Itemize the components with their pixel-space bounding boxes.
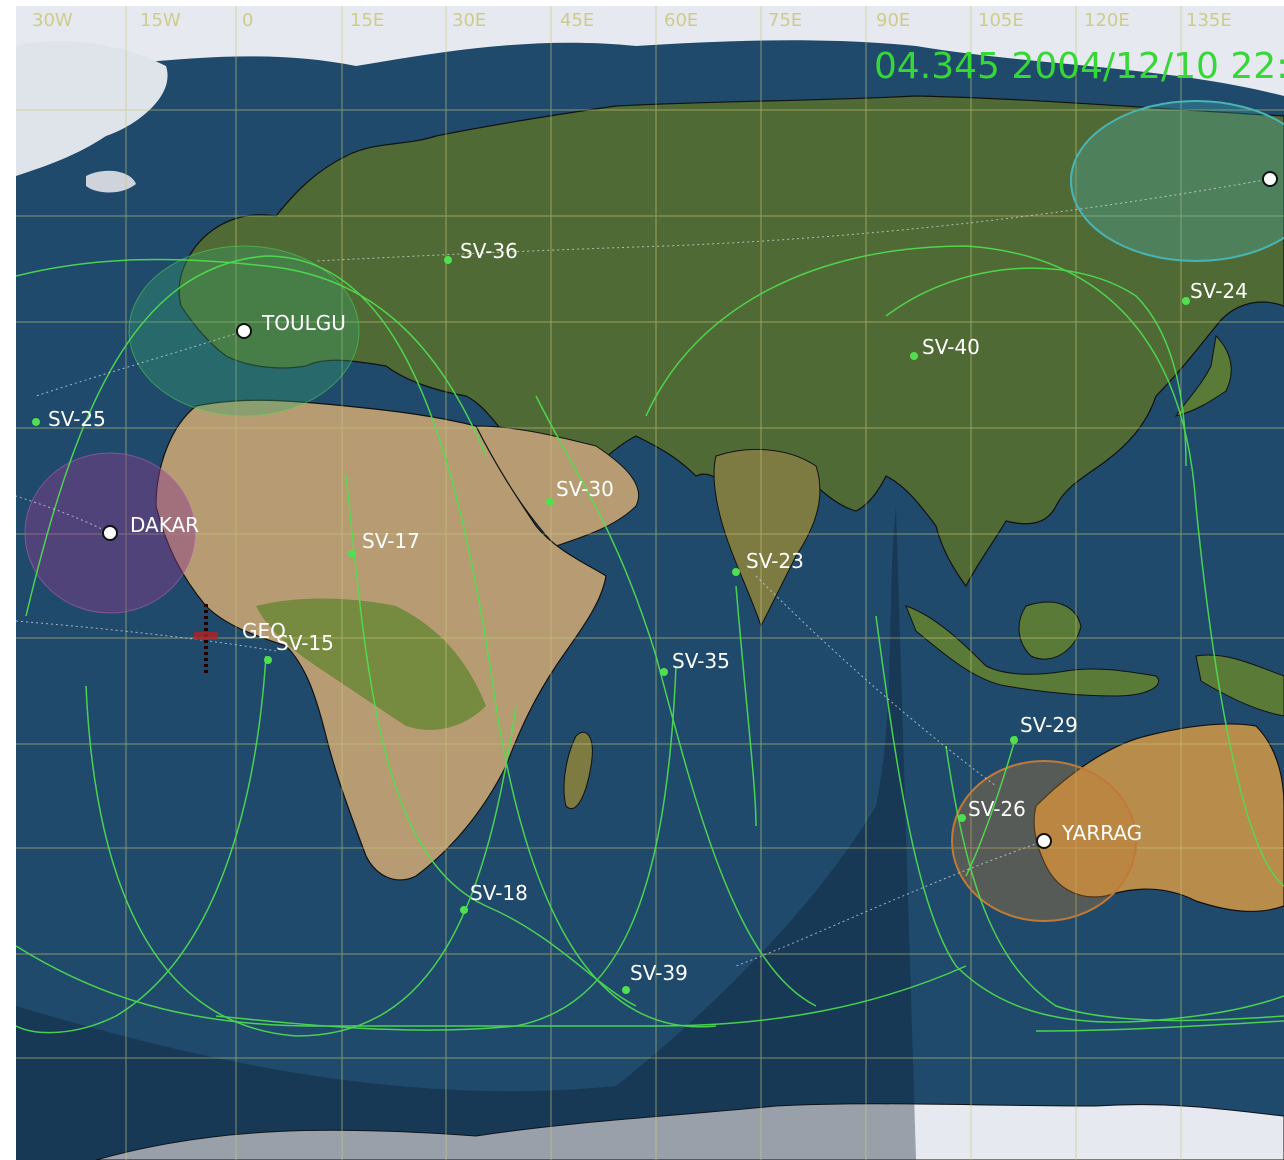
sight-lines bbox=[16, 178, 1271, 967]
lon-label: 0 bbox=[242, 10, 253, 31]
satellite-sv40[interactable]: SV-40 bbox=[910, 335, 980, 360]
satellite-label: SV-30 bbox=[556, 477, 614, 501]
satellite-label: SV-24 bbox=[1190, 279, 1248, 303]
geo-label: GEO bbox=[242, 619, 286, 643]
geo-marker: GEO bbox=[194, 604, 286, 676]
central-africa-forest bbox=[256, 598, 486, 730]
longitude-labels: 30W 15W 0 15E 30E 45E 60E 75E 90E 105E 1… bbox=[32, 10, 1232, 31]
satellite-label: SV-29 bbox=[1020, 713, 1078, 737]
station-dakar[interactable]: DAKAR bbox=[102, 513, 199, 541]
japan bbox=[1174, 334, 1232, 417]
india bbox=[713, 449, 821, 628]
station-northeast[interactable] bbox=[1262, 171, 1278, 187]
station-label: TOULGU bbox=[261, 311, 346, 335]
lon-label: 15E bbox=[350, 10, 384, 31]
madagascar bbox=[563, 731, 593, 809]
satellite-sv30[interactable]: SV-30 bbox=[546, 477, 614, 506]
world-map[interactable]: 30W 15W 0 15E 30E 45E 60E 75E 90E 105E 1… bbox=[16, 6, 1284, 1160]
borneo bbox=[1018, 601, 1082, 660]
satellite-sv24[interactable]: SV-24 bbox=[1182, 279, 1248, 305]
lon-label: 90E bbox=[876, 10, 910, 31]
satellite-sv25[interactable]: SV-25 bbox=[32, 407, 106, 431]
lon-label: 30E bbox=[452, 10, 486, 31]
iceland bbox=[86, 170, 136, 193]
satellite-label: SV-26 bbox=[968, 797, 1026, 821]
lon-label: 30W bbox=[32, 10, 73, 31]
arabia bbox=[475, 425, 640, 547]
satellites: SV-36 SV-24 SV-40 SV-25 SV-30 SV-17 SV-2… bbox=[32, 239, 1248, 994]
antarctica bbox=[95, 1103, 1284, 1160]
satellite-label: SV-39 bbox=[630, 961, 688, 985]
satellite-sv23[interactable]: SV-23 bbox=[732, 549, 804, 576]
satellite-label: SV-35 bbox=[672, 649, 730, 673]
lon-label: 120E bbox=[1084, 10, 1130, 31]
station-yarrag[interactable]: YARRAG bbox=[1036, 821, 1142, 849]
satellite-label: SV-15 bbox=[276, 631, 334, 655]
arctic-ice bbox=[16, 6, 1284, 96]
lon-label: 135E bbox=[1186, 10, 1232, 31]
satellite-label: SV-40 bbox=[922, 335, 980, 359]
satellite-sv29[interactable]: SV-29 bbox=[1010, 713, 1078, 744]
station-label: YARRAG bbox=[1061, 821, 1142, 845]
satellite-label: SV-17 bbox=[362, 529, 420, 553]
stations: TOULGU DAKAR YARRAG bbox=[102, 171, 1278, 849]
coverage-northeast bbox=[1070, 100, 1284, 262]
satellite-label: SV-23 bbox=[746, 549, 804, 573]
satellite-sv39[interactable]: SV-39 bbox=[622, 961, 688, 994]
lon-label: 15W bbox=[140, 10, 181, 31]
lon-label: 45E bbox=[560, 10, 594, 31]
satellite-sv15[interactable]: SV-15 bbox=[264, 631, 334, 664]
ground-tracks bbox=[16, 245, 1284, 1037]
indonesia bbox=[905, 605, 1159, 697]
satellite-label: SV-36 bbox=[460, 239, 518, 263]
greenland bbox=[16, 41, 168, 177]
satellite-label: SV-25 bbox=[48, 407, 106, 431]
satellite-label: SV-18 bbox=[470, 881, 528, 905]
satellite-sv18[interactable]: SV-18 bbox=[460, 881, 528, 914]
night-shadow bbox=[16, 506, 916, 1160]
station-toulgu[interactable]: TOULGU bbox=[236, 311, 346, 339]
lon-label: 75E bbox=[768, 10, 802, 31]
satellite-sv36[interactable]: SV-36 bbox=[444, 239, 518, 264]
lon-label: 105E bbox=[978, 10, 1024, 31]
lon-label: 60E bbox=[664, 10, 698, 31]
satellite-sv35[interactable]: SV-35 bbox=[660, 649, 730, 676]
australia bbox=[1033, 723, 1284, 913]
clock-readout: 04.345 2004/12/10 22: bbox=[874, 46, 1284, 87]
satellite-sv26[interactable]: SV-26 bbox=[958, 797, 1026, 822]
station-label: DAKAR bbox=[130, 513, 199, 537]
satellite-sv17[interactable]: SV-17 bbox=[348, 529, 420, 558]
